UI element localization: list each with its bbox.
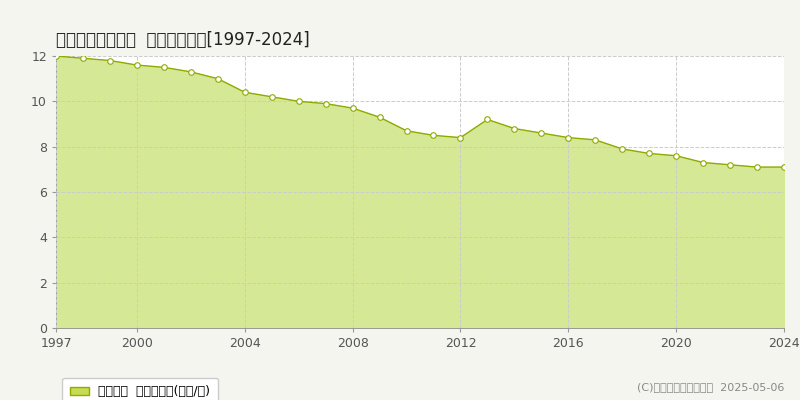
Point [562, 134, 574, 141]
Point [319, 100, 332, 107]
Text: 多気郡多気町相可  基準地価推移[1997-2024]: 多気郡多気町相可 基準地価推移[1997-2024] [56, 31, 310, 49]
Point [724, 162, 737, 168]
Point [103, 57, 116, 64]
Point [508, 125, 521, 132]
Point [292, 98, 305, 104]
Point [750, 164, 763, 170]
Point [616, 146, 629, 152]
Point [778, 164, 790, 170]
Point [50, 53, 62, 59]
Point [158, 64, 170, 70]
Point [481, 116, 494, 123]
Point [642, 150, 655, 157]
Point [400, 128, 413, 134]
Point [589, 137, 602, 143]
Point [77, 55, 90, 62]
Point [373, 114, 386, 120]
Point [266, 94, 278, 100]
Text: (C)土地価格ドットコム  2025-05-06: (C)土地価格ドットコム 2025-05-06 [637, 382, 784, 392]
Point [130, 62, 143, 68]
Point [535, 130, 548, 136]
Point [238, 89, 251, 96]
Point [670, 152, 682, 159]
Point [211, 76, 224, 82]
Point [185, 69, 198, 75]
Point [346, 105, 359, 111]
Legend: 基準地価  平均坤単価(万円/坤): 基準地価 平均坤単価(万円/坤) [62, 378, 218, 400]
Point [454, 134, 467, 141]
Point [427, 132, 440, 138]
Point [697, 159, 710, 166]
